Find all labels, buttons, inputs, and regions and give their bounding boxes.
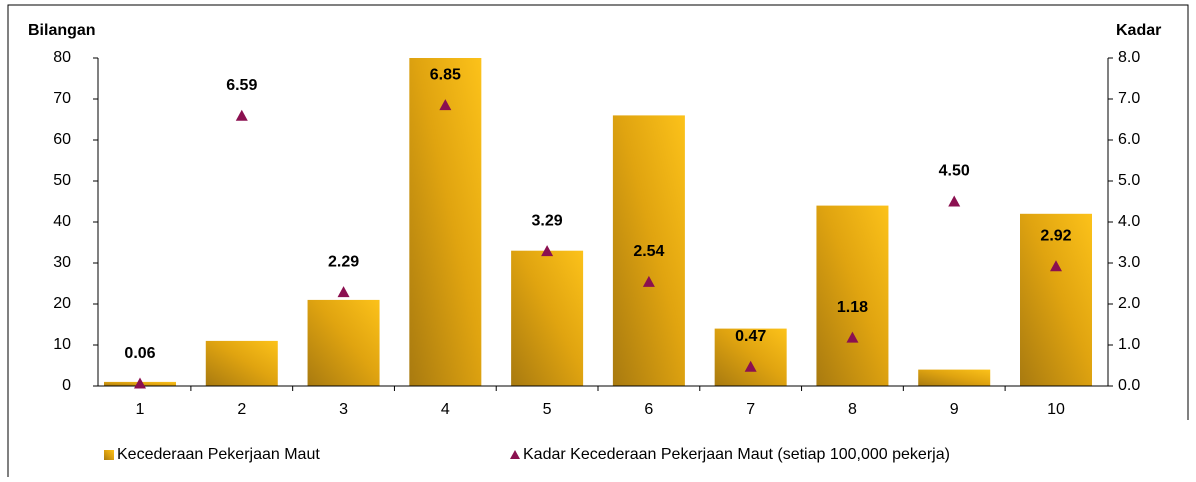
marker xyxy=(846,331,859,343)
marker xyxy=(134,377,146,389)
x-tick-label: 3 xyxy=(339,401,348,418)
legend-swatch xyxy=(104,450,114,460)
x-tick-label: 4 xyxy=(441,401,450,418)
y2-tick-label: 7.0 xyxy=(1118,90,1140,107)
x-tick-label: 1 xyxy=(136,401,145,418)
y2-tick-label: 5.0 xyxy=(1118,172,1140,189)
y2-tick-label: 2.0 xyxy=(1118,295,1140,312)
data-label: 2.54 xyxy=(633,243,664,260)
marker xyxy=(541,245,554,257)
marker xyxy=(642,275,655,287)
y-axis-title: Bilangan xyxy=(28,22,96,39)
y-tick-label: 60 xyxy=(53,131,71,148)
data-label: 6.59 xyxy=(226,77,257,94)
data-label: 6.85 xyxy=(430,66,461,83)
x-tick-label: 9 xyxy=(950,401,959,418)
legend-swatch xyxy=(510,450,520,459)
marker xyxy=(439,99,452,111)
bar xyxy=(205,340,278,386)
x-tick-label: 10 xyxy=(1047,401,1065,418)
legend-label: Kecederaan Pekerjaan Maut xyxy=(117,446,320,463)
y2-tick-label: 0.0 xyxy=(1118,377,1140,394)
x-tick-label: 8 xyxy=(848,401,857,418)
data-label: 4.50 xyxy=(939,163,970,180)
y-tick-label: 20 xyxy=(53,295,71,312)
legend-label: Kadar Kecederaan Pekerjaan Maut (setiap … xyxy=(523,446,950,463)
y-tick-label: 70 xyxy=(53,90,71,107)
y-tick-label: 10 xyxy=(53,336,71,353)
x-tick-label: 6 xyxy=(644,401,653,418)
y2-tick-label: 8.0 xyxy=(1118,49,1140,66)
y-tick-label: 30 xyxy=(53,254,71,271)
bar xyxy=(511,250,584,386)
data-label: 2.92 xyxy=(1040,227,1071,244)
y-tick-label: 40 xyxy=(53,213,71,230)
bar xyxy=(307,299,380,386)
y2-tick-label: 6.0 xyxy=(1118,131,1140,148)
data-label: 0.47 xyxy=(735,328,766,345)
x-tick-label: 5 xyxy=(543,401,552,418)
y2-tick-label: 4.0 xyxy=(1118,213,1140,230)
data-label: 1.18 xyxy=(837,299,868,316)
y-tick-label: 80 xyxy=(53,49,71,66)
y-tick-label: 0 xyxy=(62,377,71,394)
bar xyxy=(714,328,787,386)
marker xyxy=(337,286,350,298)
bar xyxy=(918,369,991,386)
data-label: 2.29 xyxy=(328,253,359,270)
y2-axis-title: Kadar xyxy=(1116,22,1161,39)
marker xyxy=(235,109,248,121)
y2-tick-label: 1.0 xyxy=(1118,336,1140,353)
bar xyxy=(1020,213,1092,386)
frame xyxy=(7,4,1189,477)
marker xyxy=(948,195,961,207)
marker xyxy=(744,360,757,372)
x-tick-label: 7 xyxy=(746,401,755,418)
y-tick-label: 50 xyxy=(53,172,71,189)
bar xyxy=(409,58,482,386)
data-label: 3.29 xyxy=(532,212,563,229)
x-tick-label: 2 xyxy=(237,401,246,418)
y2-tick-label: 3.0 xyxy=(1118,254,1140,271)
data-label: 0.06 xyxy=(124,345,155,362)
bar xyxy=(816,205,889,386)
bar xyxy=(612,115,685,387)
marker xyxy=(1050,260,1062,272)
